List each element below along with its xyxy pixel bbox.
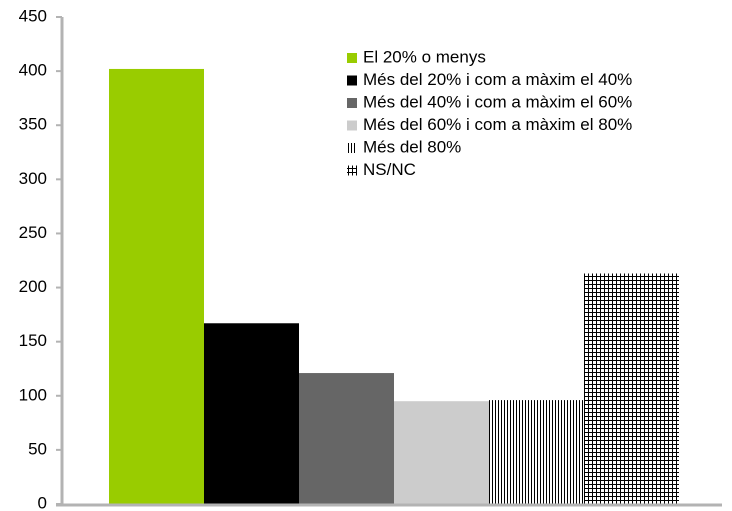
bar [489,400,584,504]
y-tick-label: 350 [19,115,47,134]
legend-marker [347,165,357,176]
y-tick-label: 300 [19,169,47,188]
y-tick-label: 50 [28,439,47,458]
legend-label: El 20% o menys [363,47,486,66]
legend-label: Més del 20% i com a màxim el 40% [363,70,632,89]
bar [299,373,394,504]
legend-marker [347,98,357,108]
legend-label: NS/NC [363,160,416,179]
y-tick-label: 250 [19,223,47,242]
bar [394,401,489,504]
y-tick-label: 0 [38,493,47,511]
legend-marker [347,120,357,131]
bar [584,273,679,504]
legend-label: Més del 60% i com a màxim el 80% [363,115,632,134]
bar [204,323,299,504]
legend-label: Més del 40% i com a màxim el 60% [363,92,632,111]
legend-label: Més del 80% [363,137,461,156]
y-tick-label: 150 [19,331,47,350]
y-tick-label: 450 [19,6,47,25]
bar [109,68,204,505]
legend-marker [347,143,357,153]
y-tick-label: 400 [19,61,47,80]
y-tick-label: 100 [19,385,47,404]
legend-marker [347,53,357,63]
legend-marker [347,75,357,86]
y-tick-label: 200 [19,277,47,296]
